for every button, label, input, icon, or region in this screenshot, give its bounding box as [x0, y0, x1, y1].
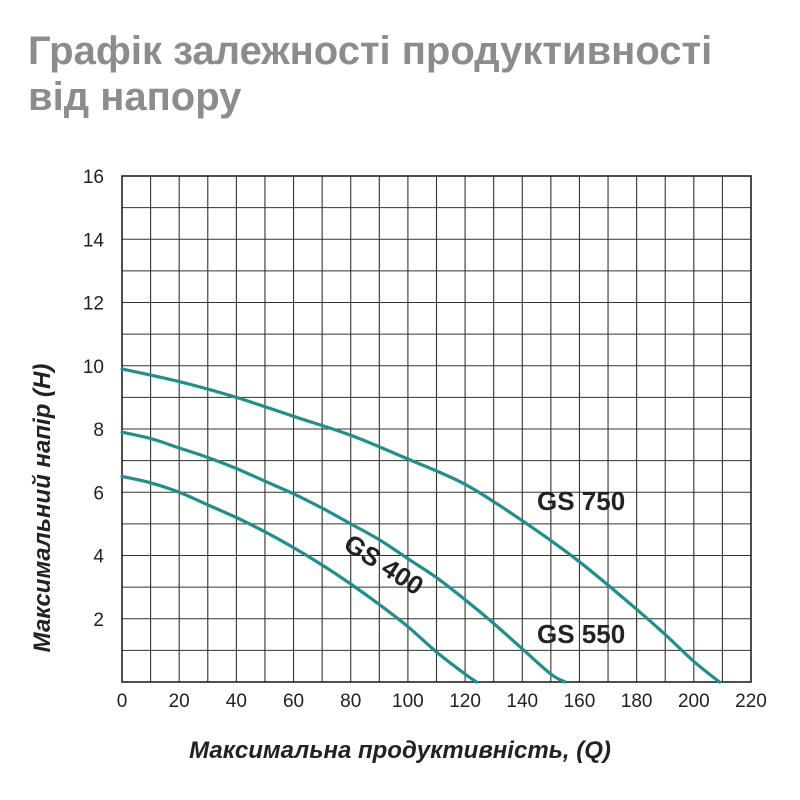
y-tick-label: 16 [83, 167, 104, 188]
x-tick-label: 120 [449, 691, 481, 712]
x-tick-label: 20 [169, 691, 190, 712]
x-tick-label: 160 [564, 691, 596, 712]
x-tick-label: 40 [226, 691, 247, 712]
y-axis-label: Максимальний напір (H) [29, 364, 56, 653]
x-tick-label: 140 [506, 691, 538, 712]
y-tick-label: 2 [93, 610, 104, 631]
series-line-gs-750 [120, 367, 722, 684]
chart-title: Графік залежності продуктивності від нап… [28, 29, 713, 119]
y-tick-label: 8 [93, 420, 104, 441]
series-label-gs-550: GS 550 [537, 619, 625, 649]
y-tick-label: 12 [83, 294, 104, 315]
y-tick-label: 6 [93, 483, 104, 504]
x-tick-label: 60 [283, 691, 304, 712]
series-label-gs-750: GS 750 [537, 486, 625, 516]
tick-labels: 0 20 40 60 80 100 120 140 160 180 200 220 2 4 6 8 10 12 14… [83, 167, 767, 712]
series-line-gs-400 [120, 474, 479, 684]
x-tick-label: 200 [678, 691, 710, 712]
y-tick-label: 4 [93, 547, 104, 568]
series-line-gs-550 [120, 430, 567, 684]
grid [122, 176, 751, 682]
plot-frame [121, 175, 752, 683]
x-tick-label: 100 [392, 691, 424, 712]
x-tick-label: 220 [735, 691, 767, 712]
y-tick-label: 14 [83, 230, 105, 251]
x-tick-label: 0 [117, 691, 128, 712]
y-tick-label: 10 [83, 357, 104, 378]
series-lines [120, 367, 722, 684]
x-tick-label: 180 [621, 691, 653, 712]
x-tick-label: 80 [340, 691, 361, 712]
x-axis-label: Максимальна продуктивність, (Q) [189, 737, 611, 764]
